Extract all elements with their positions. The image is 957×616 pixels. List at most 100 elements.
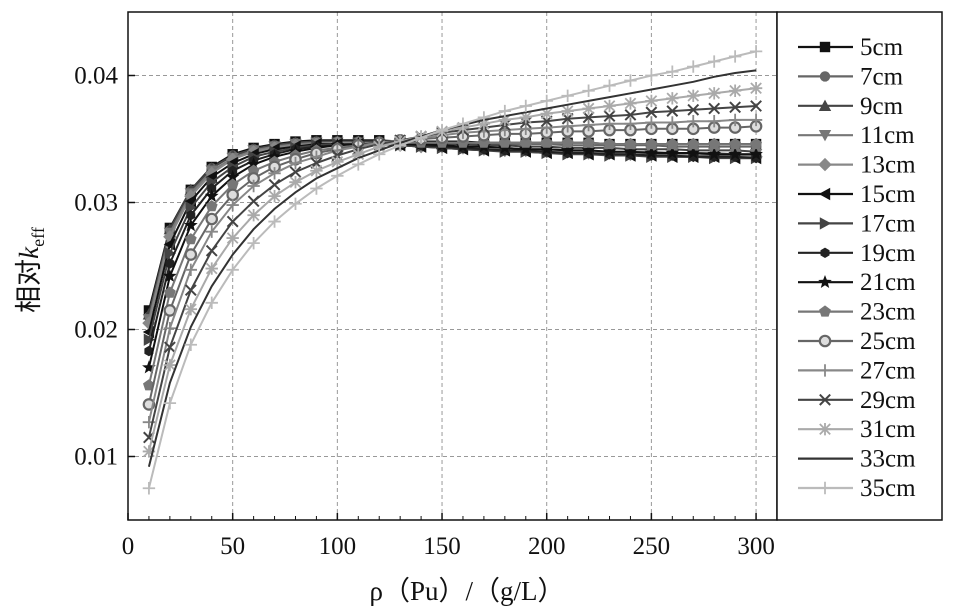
legend-label: 9cm bbox=[860, 93, 904, 120]
data-point bbox=[708, 137, 721, 150]
data-point bbox=[164, 247, 177, 260]
data-point bbox=[750, 100, 762, 112]
legend-swatch-marker bbox=[819, 393, 831, 406]
legend-entry: 17cm bbox=[798, 210, 916, 237]
data-point bbox=[582, 136, 595, 148]
series-line bbox=[147, 139, 757, 311]
data-point bbox=[226, 178, 239, 190]
series-line bbox=[147, 50, 757, 489]
legend-swatch-marker bbox=[818, 334, 832, 348]
data-point bbox=[331, 169, 344, 183]
data-point bbox=[456, 117, 470, 130]
data-point bbox=[749, 82, 763, 95]
series-line bbox=[147, 141, 757, 386]
data-point bbox=[645, 94, 658, 108]
y-axis-title-sub: eff bbox=[28, 227, 48, 247]
data-point bbox=[268, 167, 281, 180]
data-point bbox=[184, 248, 198, 261]
data-point bbox=[289, 175, 302, 189]
legend-box bbox=[776, 11, 943, 521]
legend-label: 25cm bbox=[860, 328, 916, 355]
series-layer bbox=[142, 45, 763, 495]
data-point bbox=[373, 148, 386, 161]
series-line bbox=[147, 143, 757, 368]
legend-swatch-marker bbox=[819, 217, 832, 230]
legend-entry: 27cm bbox=[798, 357, 916, 384]
data-point bbox=[645, 69, 658, 82]
data-point bbox=[603, 79, 616, 92]
legend-label: 29cm bbox=[860, 387, 916, 414]
data-point bbox=[582, 118, 595, 132]
data-point bbox=[561, 89, 574, 103]
data-point bbox=[561, 104, 574, 118]
series-line bbox=[147, 141, 757, 324]
series-line bbox=[147, 143, 757, 352]
data-point bbox=[268, 215, 281, 228]
data-point bbox=[687, 103, 700, 116]
data-point bbox=[289, 166, 302, 178]
data-point bbox=[707, 115, 721, 128]
data-point bbox=[205, 212, 219, 226]
data-point bbox=[163, 269, 177, 282]
series-19cm bbox=[144, 138, 761, 357]
data-point bbox=[226, 231, 239, 245]
data-point bbox=[184, 338, 198, 351]
x-axis-title: ρ（Pu）/（g/L） bbox=[370, 576, 565, 606]
data-point bbox=[561, 136, 574, 148]
data-point bbox=[226, 215, 239, 228]
x-tick-label: 0 bbox=[122, 533, 135, 560]
data-point bbox=[540, 107, 553, 120]
legend-entry: 23cm bbox=[798, 299, 916, 326]
data-point bbox=[560, 143, 575, 157]
x-tick-label: 150 bbox=[423, 533, 461, 560]
legend-label: 23cm bbox=[860, 299, 916, 326]
data-point bbox=[477, 117, 491, 130]
data-point bbox=[247, 195, 260, 208]
data-point bbox=[268, 189, 281, 203]
data-point bbox=[645, 116, 658, 129]
legend-entry: 29cm bbox=[798, 387, 916, 414]
data-point bbox=[749, 147, 763, 161]
data-point bbox=[207, 183, 217, 194]
data-point bbox=[624, 108, 637, 121]
data-point bbox=[540, 94, 553, 108]
legend-swatch-marker bbox=[818, 364, 832, 377]
legend-entry: 11cm bbox=[798, 122, 915, 149]
data-point bbox=[728, 113, 742, 127]
data-point bbox=[540, 121, 553, 134]
legend-label: 7cm bbox=[860, 63, 904, 90]
data-point bbox=[163, 304, 177, 317]
legend-label: 19cm bbox=[860, 240, 916, 267]
data-point bbox=[728, 50, 742, 63]
data-point bbox=[186, 210, 196, 221]
data-point bbox=[289, 156, 302, 170]
data-point bbox=[498, 113, 512, 127]
data-point bbox=[268, 178, 281, 191]
data-point bbox=[435, 123, 449, 137]
data-point bbox=[310, 150, 323, 163]
legend-label: 33cm bbox=[860, 446, 916, 473]
data-point bbox=[749, 113, 763, 127]
data-point bbox=[163, 230, 177, 244]
data-point bbox=[498, 104, 512, 118]
data-point bbox=[603, 117, 616, 130]
data-point bbox=[184, 218, 198, 232]
legend-swatch-marker bbox=[820, 247, 830, 258]
data-point bbox=[184, 284, 197, 297]
data-point bbox=[204, 189, 219, 202]
y-axis-title: 相对keff bbox=[14, 227, 48, 313]
data-point bbox=[310, 164, 323, 177]
series-35cm bbox=[142, 45, 763, 495]
legend-entry: 25cm bbox=[798, 328, 916, 355]
legend-label: 27cm bbox=[860, 357, 916, 384]
data-point bbox=[184, 233, 197, 245]
data-point bbox=[142, 445, 156, 458]
data-point bbox=[645, 137, 658, 150]
legend-swatch-marker bbox=[818, 99, 832, 111]
data-point bbox=[477, 111, 491, 124]
data-point bbox=[289, 197, 302, 210]
data-point bbox=[519, 111, 532, 124]
x-tick-label: 200 bbox=[528, 533, 566, 560]
